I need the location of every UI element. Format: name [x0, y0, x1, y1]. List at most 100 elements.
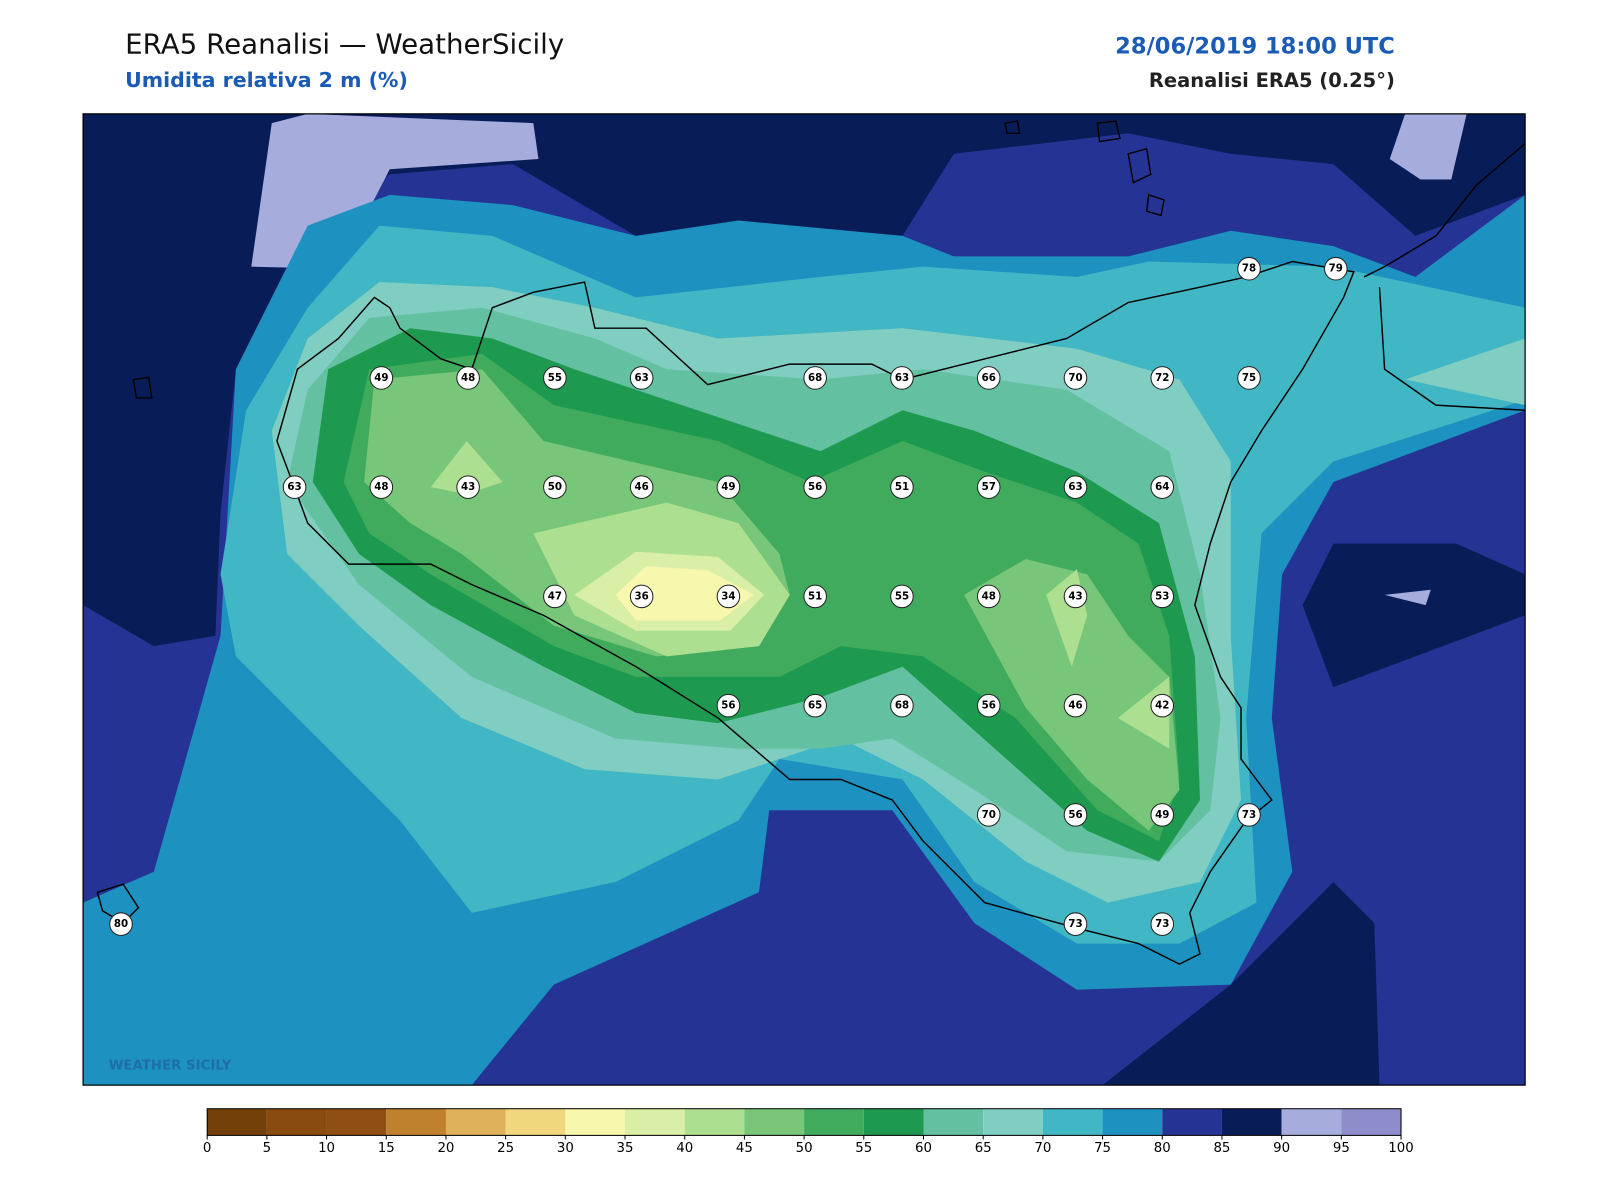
contour	[430, 441, 1170, 749]
station-value: 79	[1329, 263, 1343, 275]
station-marker	[803, 584, 827, 609]
station-value: 49	[721, 481, 735, 493]
station-value: 46	[1068, 700, 1082, 712]
colorbar-segment	[1102, 1108, 1163, 1136]
contour	[615, 566, 754, 621]
station-value: 73	[1155, 918, 1169, 930]
colorbar-tick-label: 60	[915, 1141, 932, 1156]
station-marker	[803, 366, 827, 390]
station-marker	[543, 584, 567, 609]
station-value: 55	[895, 590, 909, 602]
station-value: 63	[895, 372, 909, 384]
station-marker	[1150, 803, 1175, 827]
station-value: 50	[548, 481, 562, 493]
station-marker	[629, 366, 654, 390]
station-value: 64	[1155, 481, 1169, 493]
colorbar-tick-label: 50	[796, 1141, 813, 1156]
station-marker	[1150, 693, 1175, 718]
station-value: 56	[721, 700, 735, 712]
colorbar-tick-label: 5	[263, 1141, 271, 1156]
colorbar-segment	[207, 1108, 267, 1136]
colorbar-segment	[266, 1108, 327, 1136]
station-marker	[890, 366, 914, 390]
colorbar-tick-label: 25	[497, 1141, 514, 1156]
colorbar-segment	[983, 1108, 1043, 1136]
station-marker	[1063, 366, 1088, 390]
station-marker	[456, 475, 480, 499]
station-value: 36	[635, 590, 649, 602]
station-value: 43	[461, 481, 475, 493]
station-marker	[369, 366, 394, 390]
station-value: 65	[808, 700, 822, 712]
colorbar-tick-label: 65	[975, 1141, 992, 1156]
colorbar-tick-label: 90	[1273, 1141, 1290, 1156]
colorbar-segment	[1341, 1108, 1402, 1136]
contour	[83, 113, 1526, 647]
station-marker	[1063, 693, 1088, 718]
title: ERA5 Reanalisi — WeatherSicily	[125, 27, 564, 60]
contour	[1405, 338, 1526, 406]
colorbar-tick-label: 45	[736, 1141, 753, 1156]
colorbar-segment	[1281, 1108, 1342, 1136]
colorbar-segment	[565, 1108, 626, 1136]
station-value: 72	[1155, 372, 1169, 384]
station-value: 49	[374, 372, 388, 384]
map-frame	[82, 113, 1526, 1086]
logo-text: WEATHER SICILY	[109, 1059, 232, 1074]
colorbar-segment	[804, 1108, 864, 1136]
station-value: 63	[287, 481, 301, 493]
logo-mark: WS	[97, 982, 213, 1056]
station-value: 56	[1068, 809, 1082, 821]
station-marker	[1063, 475, 1088, 499]
colorbar-tick-label: 55	[855, 1141, 872, 1156]
station-marker	[976, 693, 1001, 718]
subtitle: Umidita relativa 2 m (%)	[125, 68, 408, 92]
station-value: 63	[1068, 481, 1082, 493]
station-value: 80	[114, 918, 128, 930]
station-value: 34	[721, 590, 735, 602]
station-marker	[803, 475, 827, 499]
station-value: 68	[895, 700, 909, 712]
station-value: 49	[1155, 809, 1169, 821]
station-value: 73	[1242, 809, 1256, 821]
colorbar-segment	[1221, 1108, 1282, 1136]
station-marker	[976, 803, 1001, 827]
colorbar-tick-label: 80	[1154, 1141, 1171, 1156]
station-value: 68	[808, 372, 822, 384]
station-marker	[282, 475, 307, 499]
station-marker	[1150, 475, 1175, 499]
station-value: 46	[635, 481, 649, 493]
station-marker	[543, 475, 567, 499]
coastline	[96, 120, 1526, 965]
station-marker	[1150, 366, 1175, 390]
station-marker	[1063, 803, 1088, 827]
colorbar-segment	[1162, 1108, 1222, 1136]
station-value: 70	[1068, 372, 1082, 384]
station-marker	[1237, 366, 1261, 390]
colorbar-tick-label: 95	[1333, 1141, 1350, 1156]
colorbar-tick-label: 0	[203, 1141, 211, 1156]
station-marker	[716, 693, 741, 718]
colorbar-tick-label: 15	[378, 1141, 395, 1156]
colorbar-tick-label: 85	[1213, 1141, 1230, 1156]
contour	[1102, 882, 1380, 1086]
station-marker	[890, 693, 914, 718]
station-marker	[1063, 584, 1088, 609]
colorbar-tick-label: 75	[1094, 1141, 1111, 1156]
station-value: 66	[982, 372, 996, 384]
station-value: 56	[808, 481, 822, 493]
station-marker	[1063, 912, 1088, 936]
station-marker	[369, 475, 394, 499]
colorbar-segment	[744, 1108, 805, 1136]
station-marker	[1324, 256, 1348, 281]
station-marker	[976, 475, 1001, 499]
station-value: 48	[461, 372, 475, 384]
station-marker	[543, 366, 567, 390]
colorbar-tick-label: 30	[557, 1141, 574, 1156]
colorbar-segment	[505, 1108, 566, 1136]
colorbar-tick-label: 20	[437, 1141, 454, 1156]
station-value: 56	[982, 700, 996, 712]
contour	[1384, 589, 1431, 606]
station-value: 75	[1242, 372, 1256, 384]
colorbar-tick-label: 100	[1388, 1141, 1413, 1156]
